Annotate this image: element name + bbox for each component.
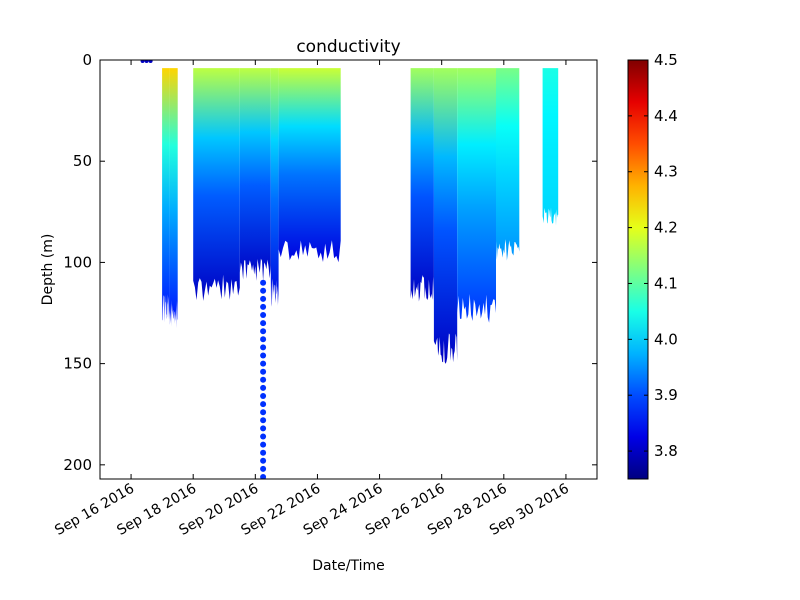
chart-title: conductivity <box>296 37 400 57</box>
deep-profile-point <box>260 441 267 448</box>
deep-profile-point <box>260 417 267 424</box>
deep-profile-point <box>260 279 267 286</box>
y-axis: 0 50 100 150 200 <box>63 51 597 474</box>
deep-profile-point <box>260 344 267 351</box>
deep-profile-point <box>260 465 267 472</box>
surface-marker <box>144 60 149 63</box>
colorbar-tick-label: 4.2 <box>654 219 678 237</box>
deep-profile-point <box>260 360 267 367</box>
x-axis-label: Date/Time <box>312 558 384 574</box>
deep-profile-point <box>260 303 267 310</box>
deep-profile-point <box>260 393 267 399</box>
colorbar-tick-label: 4.4 <box>654 107 678 125</box>
y-tick-label: 50 <box>73 152 92 170</box>
profile-segment <box>457 68 496 323</box>
deep-profile-point <box>260 287 267 294</box>
deep-profile-point <box>260 449 267 456</box>
colorbar-tick-label: 4.3 <box>654 163 678 181</box>
data-layer <box>140 60 559 479</box>
y-tick-label: 100 <box>63 253 92 271</box>
deep-profile-point <box>260 320 267 327</box>
deep-profile-point <box>260 336 267 343</box>
colorbar-scale <box>627 59 649 480</box>
profile-segment <box>410 68 434 302</box>
deep-profile-point <box>260 401 267 408</box>
profile-segment <box>239 68 271 281</box>
y-axis-label: Depth (m) <box>40 234 56 306</box>
profile-segment <box>433 68 458 364</box>
profile-segment <box>162 68 170 323</box>
colorbar-tick-label: 3.8 <box>654 442 678 460</box>
y-tick-label: 150 <box>63 355 92 373</box>
deep-profile-point <box>260 457 267 464</box>
profile-segment <box>542 68 559 226</box>
deep-profile-point <box>260 384 267 391</box>
profile-segment <box>278 68 341 263</box>
deep-profile-point <box>260 474 267 479</box>
colorbar-tick-label: 3.9 <box>654 386 678 404</box>
y-tick-label: 0 <box>82 51 92 69</box>
deep-profile-point <box>260 433 267 440</box>
colorbar-tick-label: 4.1 <box>654 274 678 292</box>
profile-segment <box>270 68 279 307</box>
deep-profile-point <box>260 376 267 383</box>
colorbar-tick-label: 4.0 <box>654 330 678 348</box>
deep-profile-point <box>260 425 267 432</box>
profile-segment <box>496 68 520 261</box>
plot-frame <box>99 59 598 480</box>
colorbar: 3.8 3.9 4.0 4.1 4.2 4.3 4.4 4.5 <box>627 51 678 480</box>
deep-profile-point <box>260 295 267 302</box>
y-tick-label: 200 <box>63 456 92 474</box>
surface-marker <box>148 60 153 63</box>
deep-profile-point <box>260 368 267 375</box>
surface-marker <box>140 60 145 63</box>
deep-profile-point <box>260 328 267 335</box>
deep-profile-point <box>260 352 267 359</box>
profile-segment <box>193 68 240 301</box>
deep-profile-point <box>260 312 267 318</box>
colorbar-tick-label: 4.5 <box>654 51 678 69</box>
deep-profile-point <box>260 409 267 416</box>
profile-segment <box>169 68 178 329</box>
